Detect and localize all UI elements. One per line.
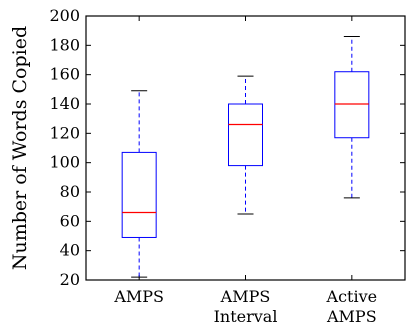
y-tick-label: 200 <box>49 6 80 25</box>
boxes <box>121 16 370 280</box>
iqr-box <box>121 151 157 238</box>
y-axis: 20 40 60 80 100 120 140 160 180 200 <box>49 6 405 289</box>
iqr-box <box>334 71 370 139</box>
y-tick-label: 180 <box>49 35 80 54</box>
y-tick-label: 60 <box>60 211 80 230</box>
x-tick-label: Active <box>326 287 378 306</box>
iqr-box <box>228 103 263 167</box>
y-tick-label: 40 <box>60 241 80 260</box>
x-tick-label: AMPS <box>326 307 377 326</box>
y-axis-label: Number of Words Copied <box>9 26 31 270</box>
x-tick-label: AMPS <box>113 287 164 306</box>
y-tick-label: 140 <box>49 94 80 113</box>
box-group <box>334 16 370 280</box>
y-tick-label: 20 <box>60 270 80 289</box>
plot-frame <box>85 15 406 281</box>
y-tick-label: 120 <box>49 123 80 142</box>
x-tick-label: Interval <box>214 307 278 326</box>
box-group <box>228 16 263 280</box>
box-group <box>121 16 157 280</box>
x-tick-label: AMPS <box>220 287 271 306</box>
y-tick-label: 80 <box>60 182 80 201</box>
y-tick-label: 100 <box>49 153 80 172</box>
y-tick-label: 160 <box>49 65 80 84</box>
